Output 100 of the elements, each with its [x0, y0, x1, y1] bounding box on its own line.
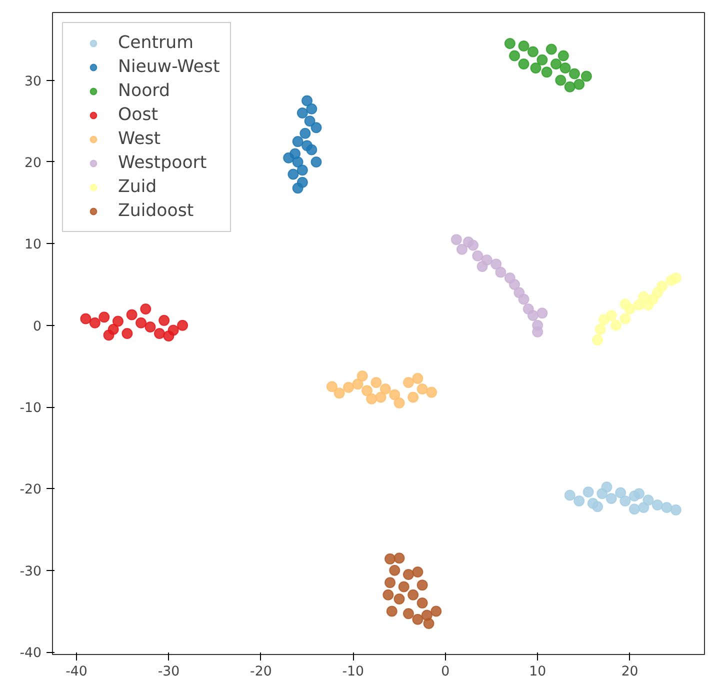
point	[647, 294, 658, 305]
point	[620, 298, 631, 310]
point	[509, 50, 520, 62]
point	[310, 122, 322, 134]
point	[402, 568, 414, 580]
point	[592, 501, 604, 512]
point	[412, 372, 424, 384]
legend-label: Zuid	[118, 177, 157, 197]
point	[288, 168, 299, 180]
point	[574, 78, 585, 90]
point	[568, 68, 580, 80]
point	[126, 309, 138, 320]
point	[527, 310, 538, 322]
point	[495, 266, 506, 278]
legend-label: Oost	[118, 105, 158, 125]
point	[416, 598, 428, 609]
point	[122, 328, 133, 339]
y-tick-label: 30	[24, 74, 42, 90]
point	[527, 46, 538, 58]
point	[356, 370, 368, 382]
point	[386, 606, 398, 617]
y-tick-label: -10	[20, 401, 42, 416]
point	[490, 258, 502, 270]
point	[80, 313, 92, 324]
point	[601, 482, 612, 493]
point	[555, 74, 566, 86]
point	[300, 128, 311, 139]
point	[366, 393, 378, 404]
point	[546, 44, 557, 55]
point	[144, 321, 156, 332]
point	[532, 326, 544, 338]
point	[574, 495, 585, 506]
y-tick-label: 10	[24, 238, 42, 253]
point	[136, 317, 147, 328]
point	[620, 313, 631, 324]
x-tick-label: 20	[621, 664, 638, 680]
point	[638, 502, 650, 513]
point	[670, 272, 682, 284]
point	[550, 58, 562, 70]
point	[163, 330, 174, 342]
point	[326, 381, 338, 392]
point	[412, 566, 424, 578]
y-tick-label: 20	[24, 156, 42, 171]
legend-label: West	[118, 129, 161, 149]
point	[610, 320, 622, 331]
point	[394, 397, 405, 408]
point	[416, 384, 428, 395]
point	[634, 488, 645, 500]
point	[518, 294, 530, 305]
x-tick-label: 10	[529, 664, 546, 680]
point	[154, 328, 165, 339]
point	[408, 589, 419, 600]
point	[302, 95, 313, 106]
point	[416, 580, 428, 591]
legend-label: Zuidoost	[118, 201, 194, 221]
point	[652, 500, 663, 511]
point	[423, 618, 434, 629]
x-tick-label: -20	[250, 664, 272, 680]
point	[472, 250, 484, 262]
point	[394, 552, 405, 564]
point	[430, 606, 442, 617]
point	[310, 156, 322, 168]
legend-label: Noord	[118, 81, 170, 101]
point	[642, 494, 654, 506]
point	[89, 317, 100, 328]
point	[536, 54, 548, 66]
point	[140, 304, 152, 314]
legend-label: Nieuw-West	[118, 57, 220, 77]
x-tick-label: 0	[441, 664, 450, 680]
legend-label: Centrum	[118, 33, 194, 53]
point	[292, 136, 304, 148]
point	[606, 493, 617, 504]
point	[158, 314, 170, 326]
point	[530, 62, 542, 74]
point	[361, 385, 372, 396]
point	[628, 504, 640, 515]
point	[661, 502, 672, 513]
point	[177, 320, 188, 331]
point	[343, 382, 354, 393]
point	[292, 156, 304, 168]
y-tick-label: -40	[20, 646, 42, 662]
point	[476, 261, 488, 272]
point	[292, 182, 304, 194]
point	[394, 593, 405, 604]
point	[536, 308, 548, 319]
point	[382, 589, 394, 600]
point	[564, 81, 576, 92]
point	[509, 279, 520, 290]
point	[370, 377, 382, 388]
point	[518, 40, 530, 52]
x-tick-label: -30	[158, 664, 180, 680]
point	[670, 504, 682, 516]
point	[615, 487, 626, 498]
point	[296, 164, 308, 176]
point	[334, 388, 345, 399]
point	[504, 38, 516, 50]
point	[564, 490, 576, 501]
point	[402, 377, 414, 388]
y-tick-label: -30	[20, 564, 42, 580]
point	[384, 577, 396, 588]
